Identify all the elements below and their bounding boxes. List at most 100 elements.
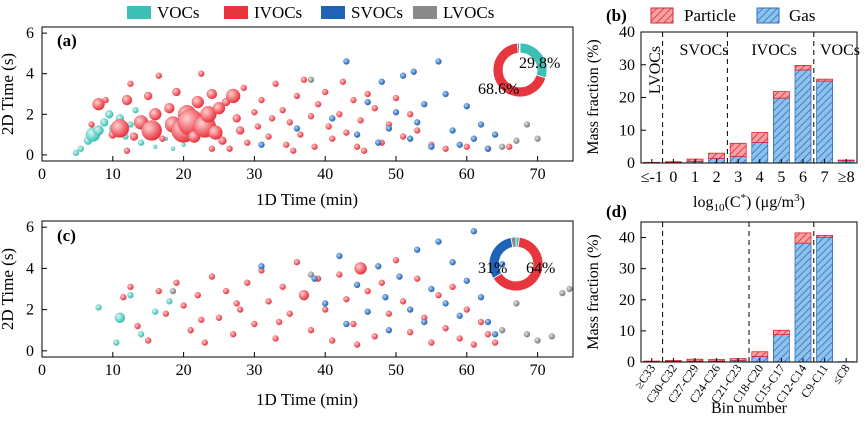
panel-c-point-ivocs — [322, 306, 329, 313]
panel-a-point-ivocs — [293, 92, 301, 100]
panel-a-point-svocs — [329, 115, 336, 122]
panel-a-point-vocs — [100, 118, 109, 127]
panel-c-point-ivocs — [127, 283, 134, 291]
panel-c-ylabel: 2D Time (s) — [0, 248, 17, 330]
panel-c-donut — [488, 236, 544, 292]
panel-a-point-ivocs — [92, 98, 105, 111]
panel-c-point-lvocs — [513, 300, 520, 307]
panel-b-category-label: 5 — [777, 169, 785, 186]
panel-a-point-ivocs — [357, 117, 364, 124]
panel-c-point-vocs — [166, 298, 173, 305]
panel-a-point-ivocs — [442, 145, 449, 152]
panel-a: 29.8% 68.6% 0 10 20 30 40 50 60 70 0 2 4 6 (a) 1D T… — [0, 25, 574, 209]
panel-c-point-svocs — [336, 252, 343, 260]
panel-c-xtick-label: 60 — [459, 362, 475, 379]
panel-a-point-ivocs — [226, 88, 241, 104]
panel-a-point-ivocs — [123, 147, 131, 154]
panel-a-point-ivocs — [244, 139, 251, 146]
panel-a-point-ivocs — [311, 143, 318, 150]
panel-d-bar-gas — [816, 237, 833, 363]
panel-c-point-ivocs — [463, 306, 470, 313]
panel-c-point-ivocs — [145, 337, 152, 344]
panel-b-bar-particle — [729, 142, 747, 157]
region-label-svocs: SVOCs — [680, 42, 729, 59]
panel-c-xtick-label: 50 — [388, 362, 404, 379]
panel-a-point-vocs — [181, 142, 186, 147]
panel-c-point-ivocs — [222, 287, 230, 295]
panel-c-point-ivocs — [298, 290, 310, 301]
legend-swatch-ivocs — [224, 6, 248, 19]
panel-a-point-ivocs — [88, 121, 95, 128]
panel-c-point-ivocs — [307, 327, 315, 334]
panel-c-point-vocs — [127, 292, 134, 299]
panel-a-point-ivocs — [307, 113, 315, 120]
panel-a-point-ivocs — [268, 115, 276, 122]
panel-c-point-ivocs — [336, 271, 343, 278]
panel-a-point-lvocs — [307, 76, 315, 83]
panel-c-donut-label-1: 31% — [478, 260, 507, 277]
panel-a-point-ivocs — [191, 95, 204, 109]
panel-b-bar-particle — [773, 91, 790, 99]
panel-a-point-ivocs — [364, 90, 371, 98]
legend-label-vocs: VOCs — [157, 3, 200, 22]
panel-a-point-svocs — [353, 131, 361, 138]
panel-a-ytick-label: 0 — [26, 147, 34, 164]
panel-a-xtick-label: 40 — [317, 166, 333, 183]
panel-a-point-ivocs — [102, 96, 109, 104]
panel-a-point-ivocs — [129, 132, 139, 141]
panel-c-label: (c) — [57, 226, 76, 245]
panel-c-donut-slice-ivocs — [492, 236, 544, 292]
panel-a-point-ivocs — [200, 106, 217, 123]
panel-d-ytick-label: 10 — [619, 323, 635, 340]
panel-a-point-ivocs — [212, 102, 226, 115]
panel-c-point-svocs — [435, 238, 442, 245]
panel-b-xlabel-part-7: ) — [800, 194, 805, 211]
panel-b-xlabel-part-5: ) (μg/m — [746, 194, 795, 211]
panel-a-point-ivocs — [141, 120, 162, 141]
panel-a-axes: 0 10 20 30 40 50 60 70 0 2 4 6 — [26, 25, 546, 183]
panel-a-ytick-label: 4 — [26, 66, 34, 83]
panel-a-point-ivocs — [226, 145, 233, 152]
panel-c-point-ivocs — [329, 337, 336, 344]
panel-a-point-ivocs — [272, 80, 279, 87]
panel-a-point-ivocs — [198, 70, 205, 77]
panel-c-point-ivocs — [350, 320, 357, 328]
panel-d-ytick-label: 40 — [619, 230, 635, 247]
panel-c-point-ivocs — [343, 296, 350, 303]
panel-c-point-ivocs — [484, 331, 492, 338]
panel-a-point-ivocs — [155, 72, 162, 79]
panel-c-point-svocs — [322, 300, 329, 307]
panel-c-point-ivocs — [449, 283, 456, 291]
panel-c-point-ivocs — [187, 327, 194, 334]
panel-c-point-lvocs — [566, 285, 573, 293]
panel-a-point-svocs — [343, 58, 350, 65]
panel-c-point-svocs — [311, 275, 318, 282]
bar-legend: Particle Gas — [650, 6, 815, 25]
panel-b-category-label: ≥8 — [838, 169, 855, 186]
panel-b-label: (b) — [606, 6, 627, 25]
panel-a-point-svocs — [364, 98, 371, 106]
panel-c-point-ivocs — [286, 310, 293, 317]
panel-a-point-ivocs — [232, 114, 241, 123]
panel-c: 31% 64% 0 10 20 30 40 50 60 70 0 2 4 6 (c) 1D Time … — [0, 219, 574, 409]
panel-c-point-svocs — [449, 259, 456, 266]
panel-a-point-svocs — [410, 68, 417, 75]
panel-c-ytick-label: 0 — [26, 343, 34, 360]
panel-c-point-svocs — [421, 318, 428, 326]
panel-b-category-label: 6 — [799, 169, 807, 186]
scatter-legend: VOCs IVOCs SVOCs LVOCs — [127, 3, 494, 22]
panel-b-xlabel-part-4: * — [741, 192, 747, 204]
panel-c-ytick-label: 4 — [26, 260, 34, 277]
panel-a-point-svocs — [484, 145, 492, 152]
panel-a-point-lvocs — [523, 121, 531, 128]
panel-b-xlabel-part-6: 3 — [794, 192, 800, 204]
panel-a-xtick-label: 30 — [246, 166, 262, 183]
panel-b-category-label: 1 — [691, 169, 699, 186]
panel-c-point-svocs — [414, 246, 421, 253]
panel-b-xlabel-part-3: (C — [725, 194, 741, 211]
panel-c-point-ivocs — [251, 320, 258, 328]
legend-item-lvocs: LVOCs — [413, 3, 494, 22]
legend-label-svocs: SVOCs — [351, 3, 403, 22]
legend-swatch-lvocs — [413, 6, 437, 19]
